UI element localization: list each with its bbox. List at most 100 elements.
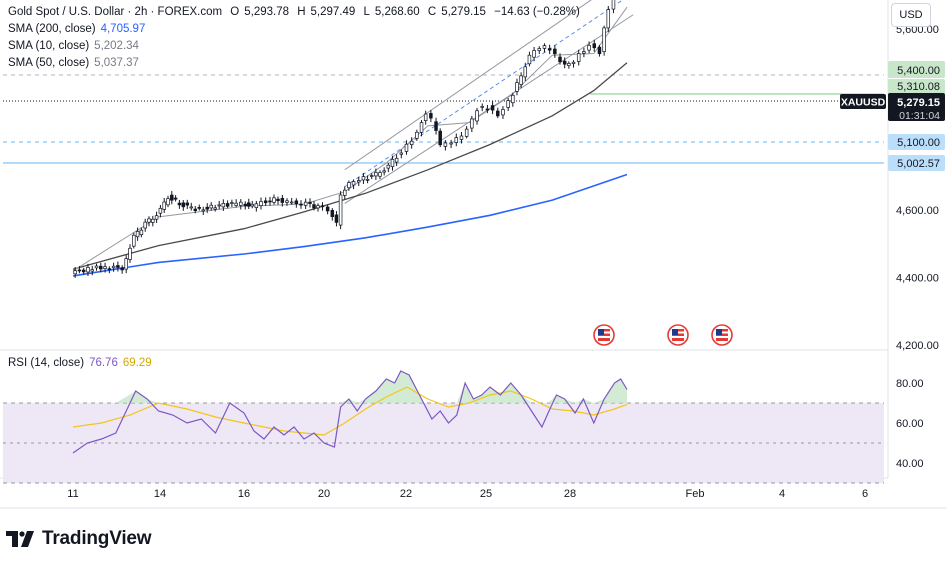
rsi-signal-value: 69.29 [122,357,152,369]
candle [423,113,428,122]
candle [312,204,316,209]
x-tick-label: Feb [686,488,705,500]
candle [338,194,343,226]
price-tag-5100: 5,100.00 [897,137,940,149]
candle [325,206,330,212]
sma50-legend[interactable]: SMA (50, close) 5,037.37 [8,57,139,69]
candle [537,48,542,51]
candle [259,201,263,206]
ohlc-open: O 5,293.78 [230,6,290,18]
candle [443,142,448,147]
candle [347,182,351,189]
candle [189,206,194,209]
candle [490,105,495,111]
rsi-signal-line [72,386,628,436]
candle [254,203,259,208]
price-tag-5400: 5,400.00 [897,65,940,77]
candle [86,267,90,273]
candle [230,202,234,204]
candle [239,201,243,206]
x-tick-label: 4 [779,488,785,500]
candle [73,270,77,275]
candle [225,203,230,207]
channel-upper-line [344,0,592,171]
tradingview-logo[interactable]: TradingView [6,527,152,551]
countdown-value: 01:31:04 [899,110,940,122]
candle [501,109,505,116]
candle [576,53,581,62]
candle [162,201,166,210]
symbol-tag: XAUUSD [841,97,886,109]
candle [299,203,303,206]
ohlc-close: C 5,279.15 [427,6,486,18]
candle [611,0,616,10]
price-change: −14.63 (−0.28%) [494,6,580,18]
candle [454,137,459,143]
candle [294,200,299,205]
candle [272,197,276,203]
symbol-title: Gold Spot / U.S. Dollar · 2h · FOREX.com [8,6,223,18]
candle [181,202,186,208]
x-tick-label: 22 [400,488,412,500]
y-tick-label: 5,600.00 [896,24,939,36]
price-tag-5002: 5,002.57 [897,158,940,170]
us-flag-canton [672,329,678,335]
candle [303,201,308,206]
brand-name: TradingView [42,528,152,549]
candle [357,180,361,183]
price-tag-current-bg [888,93,945,121]
sma200-legend[interactable]: SMA (200, close) 4,705.97 [8,23,146,35]
candle [369,175,374,177]
ohlc-high: H 5,297.49 [297,6,356,18]
rsi-y-tick-label: 80.00 [896,378,924,390]
rsi-value: 76.76 [89,357,118,369]
rsi-overbought-fill [73,371,627,403]
candle [99,265,103,270]
rsi-line [72,370,628,454]
candle [404,143,409,152]
candle [374,172,378,177]
candle [464,128,469,137]
candle [409,140,414,145]
candle [485,108,490,111]
tradingview-logo-icon [6,531,34,547]
candle [81,269,86,273]
candle [567,63,571,66]
candle [558,56,562,63]
candle [419,122,424,133]
candle [173,197,178,200]
candle [527,54,532,65]
candle [334,214,339,223]
candle [475,110,479,122]
rsi-y-tick-label: 60.00 [896,418,924,430]
candle [532,50,536,58]
candle [263,200,268,204]
candle [289,201,294,204]
candle [234,202,238,206]
rsi-legend[interactable]: RSI (14, close) 76.76 69.29 [8,357,152,369]
us-flag-stripe [672,336,684,338]
candle [399,152,404,155]
candle [177,202,182,206]
candle [378,172,382,177]
candle [280,197,285,203]
candle [480,106,484,108]
candle [103,266,107,269]
candle [158,207,163,214]
candle [523,66,528,78]
candle [547,48,552,51]
candle [365,179,370,181]
candle [361,176,366,181]
price-tag-5100-bg [888,134,945,150]
candle [111,265,116,269]
sma10-legend[interactable]: SMA (10, close) 5,202.34 [8,40,139,52]
us-flag-stripe [598,336,610,338]
channel-mid-line [344,0,624,188]
candle [582,51,586,54]
price-tag-5002-bg [888,155,945,171]
candle [120,267,124,271]
candle [128,247,132,260]
candle [135,231,140,238]
currency-button[interactable]: USD [891,3,931,27]
